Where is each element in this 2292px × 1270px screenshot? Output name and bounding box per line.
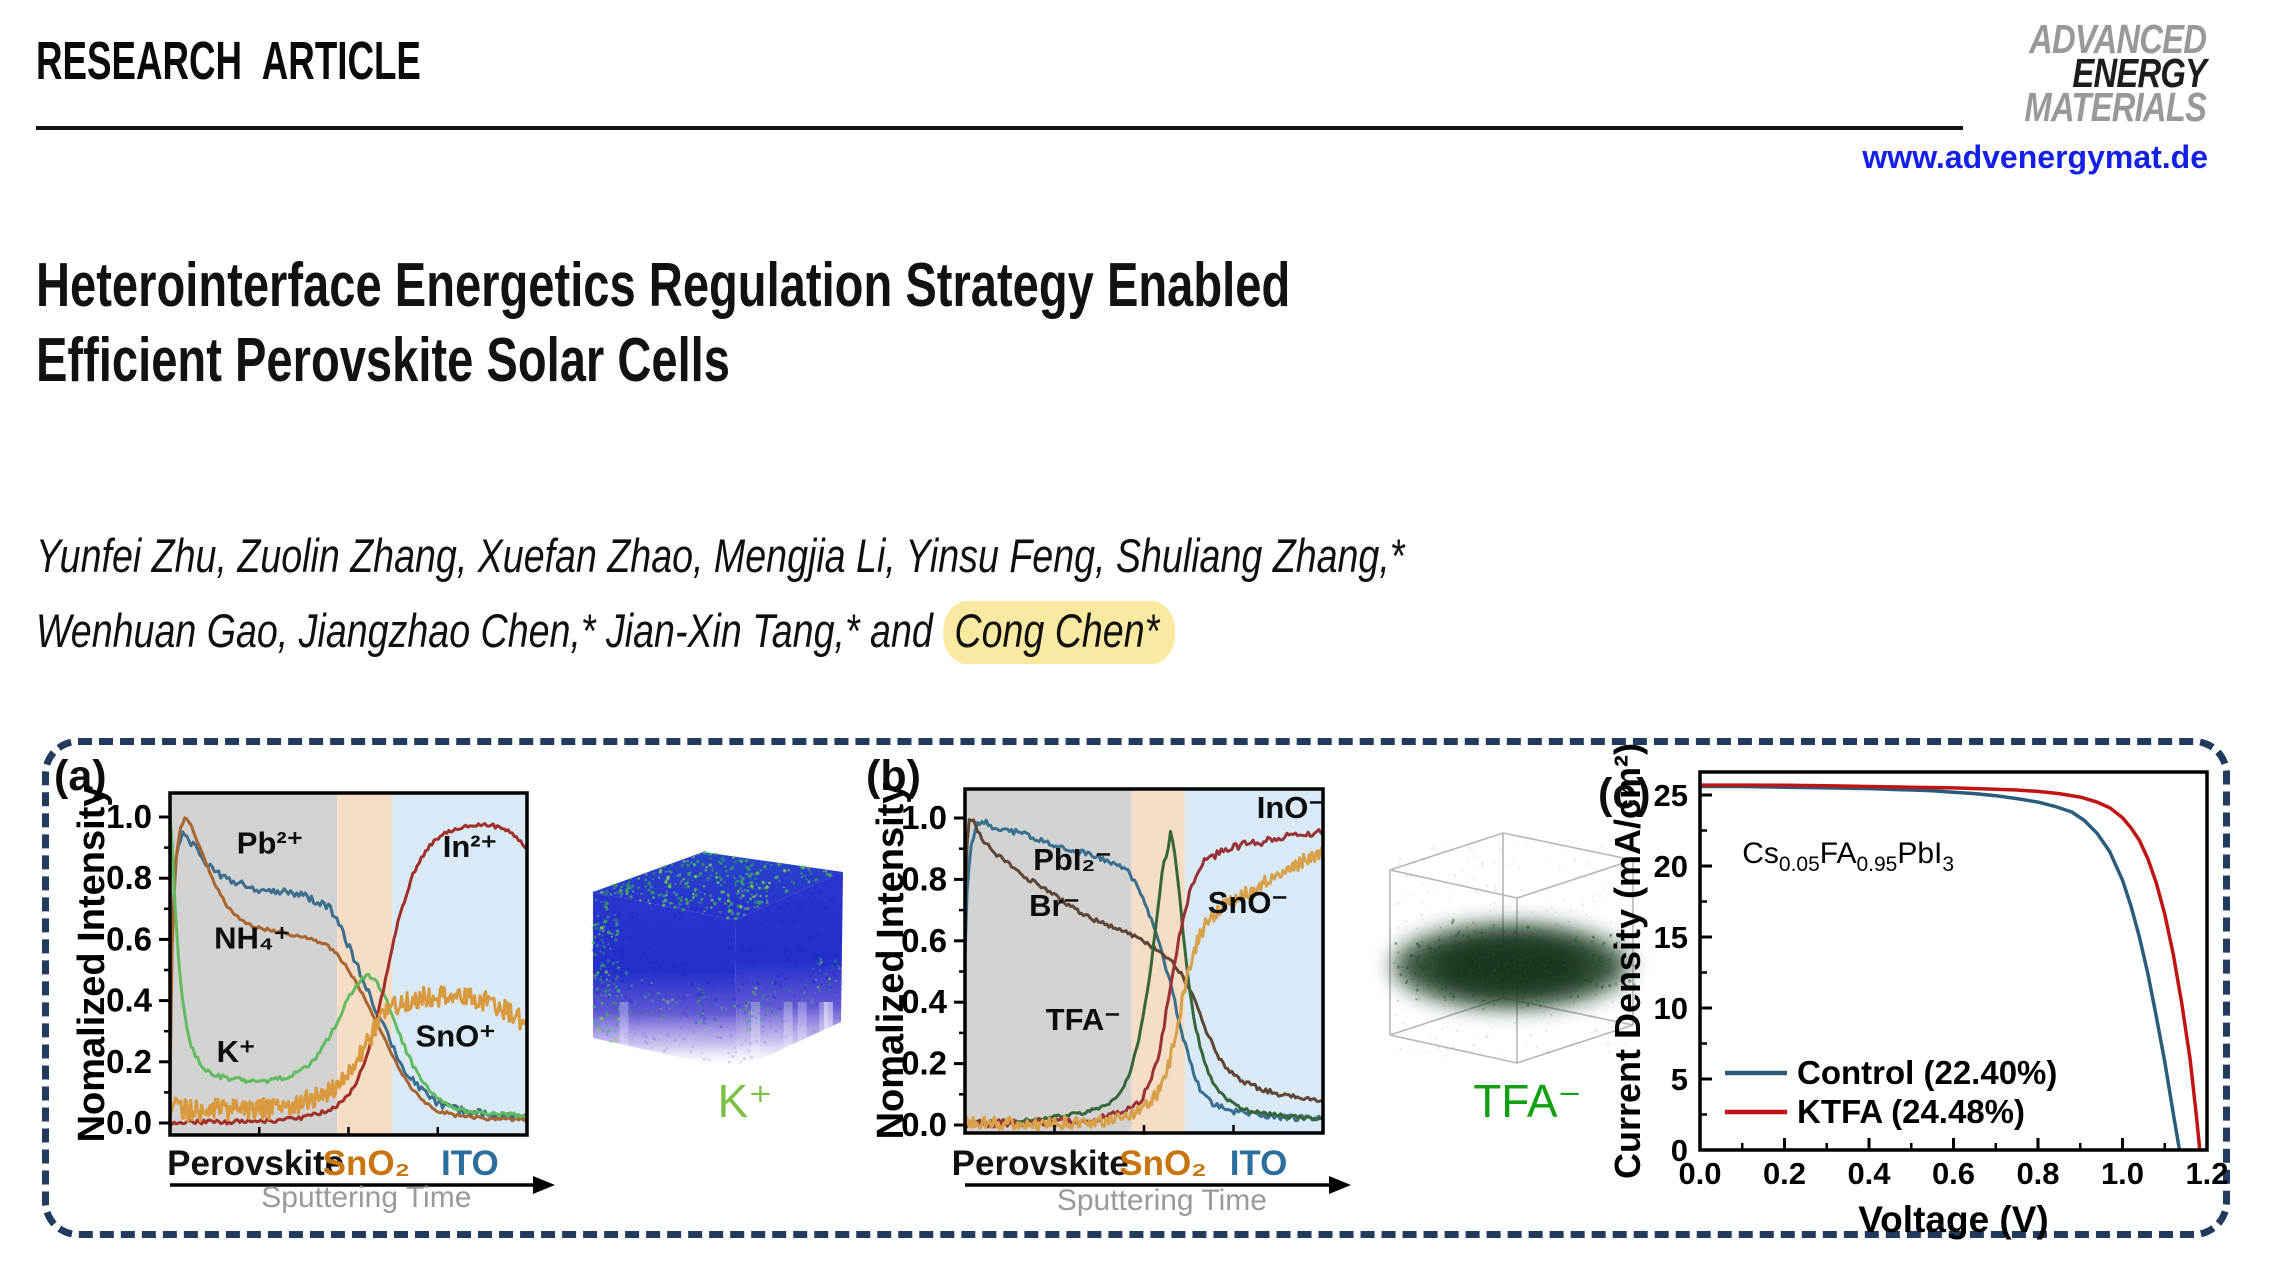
highlighted-author: Cong Chen* xyxy=(943,601,1176,664)
svg-text:SnO⁻: SnO⁻ xyxy=(1208,885,1288,920)
sputter-profile-chart-b: 0.0 0.2 0.4 0.6 0.8 1.0 PbI₂⁻ Br⁻ TFA⁻ InO⁻ SnO⁻ Pe… xyxy=(870,783,1351,1217)
svg-text:1.2: 1.2 xyxy=(2185,1156,2228,1191)
svg-text:0.2: 0.2 xyxy=(901,1045,947,1082)
cube-a-label: K⁺ xyxy=(717,1075,773,1127)
svg-text:NH₄⁺: NH₄⁺ xyxy=(214,921,290,956)
svg-text:1.0: 1.0 xyxy=(106,798,152,835)
journal-logo-line3: MATERIALS xyxy=(2024,84,2207,130)
panel-b-tag: (b) xyxy=(866,752,921,800)
svg-text:0.4: 0.4 xyxy=(106,982,153,1019)
svg-text:0.8: 0.8 xyxy=(901,860,947,897)
svg-text:5: 5 xyxy=(1671,1062,1688,1097)
svg-text:20: 20 xyxy=(1654,849,1688,884)
svg-text:15: 15 xyxy=(1654,920,1688,955)
panel-a-tag: (a) xyxy=(54,752,107,800)
svg-text:0.6: 0.6 xyxy=(1932,1156,1975,1191)
sputter-profile-chart-a: 0.0 0.2 0.4 0.6 0.8 1.0 Pb²⁺ NH₄⁺ K⁺ In²⁺ SnO⁺ Pero… xyxy=(71,786,555,1214)
svg-text:InO⁻: InO⁻ xyxy=(1257,790,1325,825)
svg-text:K⁺: K⁺ xyxy=(217,1034,256,1069)
graphical-abstract-box xyxy=(42,738,2230,1238)
svg-text:ITO: ITO xyxy=(1230,1144,1288,1183)
svg-text:0.4: 0.4 xyxy=(1847,1156,1891,1191)
svg-text:Nomalized Intensity: Nomalized Intensity xyxy=(71,786,113,1143)
svg-text:Cs0.05FA0.95PbI3: Cs0.05FA0.95PbI3 xyxy=(1742,837,1954,876)
svg-text:0.0: 0.0 xyxy=(1678,1156,1721,1191)
k-ion-3d-map xyxy=(591,850,843,1070)
author-line2-text: Wenhuan Gao, Jiangzhao Chen,* Jian-Xin T… xyxy=(36,604,944,657)
cube-b-label: TFA⁻ xyxy=(1473,1075,1582,1127)
svg-text:0.8: 0.8 xyxy=(2016,1156,2059,1191)
svg-text:SnO₂: SnO₂ xyxy=(1119,1144,1207,1183)
svg-text:Current Density (mA/cm²): Current Density (mA/cm²) xyxy=(1607,743,1648,1179)
svg-text:Pb²⁺: Pb²⁺ xyxy=(237,826,303,861)
svg-text:Sputtering Time: Sputtering Time xyxy=(1057,1184,1267,1217)
svg-text:Perovskite: Perovskite xyxy=(952,1144,1129,1183)
svg-text:0.0: 0.0 xyxy=(106,1104,152,1141)
header-divider xyxy=(36,126,1963,130)
svg-text:0.2: 0.2 xyxy=(106,1043,152,1080)
article-title-line1: Heterointerface Energetics Regulation St… xyxy=(36,251,1291,320)
svg-text:SnO₂: SnO₂ xyxy=(323,1144,411,1183)
svg-text:0.6: 0.6 xyxy=(106,920,152,957)
author-line1: Yunfei Zhu, Zuolin Zhang, Xuefan Zhao, M… xyxy=(36,529,1405,582)
svg-text:1.0: 1.0 xyxy=(2101,1156,2144,1191)
svg-text:ITO: ITO xyxy=(441,1144,499,1183)
svg-text:PbI₂⁻: PbI₂⁻ xyxy=(1033,842,1111,877)
svg-text:Br⁻: Br⁻ xyxy=(1029,888,1080,923)
svg-text:Voltage (V): Voltage (V) xyxy=(1858,1199,2049,1240)
article-title-line2: Efficient Perovskite Solar Cells xyxy=(36,326,730,395)
journal-logo-line1: ADVANCED xyxy=(2028,16,2207,62)
svg-text:1.0: 1.0 xyxy=(901,799,947,836)
svg-text:0: 0 xyxy=(1671,1133,1688,1168)
svg-text:10: 10 xyxy=(1654,991,1688,1026)
panel-c-tag: (c) xyxy=(1598,770,1651,818)
svg-text:SnO⁺: SnO⁺ xyxy=(416,1019,496,1054)
tfa-ion-3d-map xyxy=(1389,832,1636,1064)
svg-text:KTFA (24.48%): KTFA (24.48%) xyxy=(1797,1093,2025,1130)
svg-text:0.8: 0.8 xyxy=(106,859,152,896)
journal-website-link[interactable]: www.advenergymat.de xyxy=(1862,139,2208,175)
svg-text:Sputtering Time: Sputtering Time xyxy=(261,1181,471,1214)
svg-text:Control (22.40%): Control (22.40%) xyxy=(1797,1054,2057,1091)
author-list: Yunfei Zhu, Zuolin Zhang, Xuefan Zhao, M… xyxy=(36,518,1404,668)
svg-text:0.0: 0.0 xyxy=(901,1106,947,1143)
article-title: Heterointerface Energetics Regulation St… xyxy=(36,248,1290,398)
svg-text:0.2: 0.2 xyxy=(1763,1156,1806,1191)
svg-text:Perovskite: Perovskite xyxy=(167,1144,344,1183)
jv-curve-chart: 0.0 0.2 0.4 0.6 0.8 1.0 1.2 0 5 10 15 20 25 Voltage (… xyxy=(1607,743,2229,1240)
svg-text:0.4: 0.4 xyxy=(901,983,948,1020)
journal-logo: ADVANCED ENERGY MATERIALS xyxy=(2024,16,2207,130)
svg-text:Nomalized Intensity: Nomalized Intensity xyxy=(870,783,912,1140)
svg-text:TFA⁻: TFA⁻ xyxy=(1046,1002,1121,1037)
svg-text:25: 25 xyxy=(1654,778,1688,813)
section-heading: RESEARCH ARTICLE xyxy=(36,31,421,91)
author-line2: Wenhuan Gao, Jiangzhao Chen,* Jian-Xin T… xyxy=(36,593,1404,668)
svg-text:0.6: 0.6 xyxy=(901,922,947,959)
svg-text:In²⁺: In²⁺ xyxy=(443,829,497,864)
journal-logo-line2: ENERGY xyxy=(2072,50,2207,96)
